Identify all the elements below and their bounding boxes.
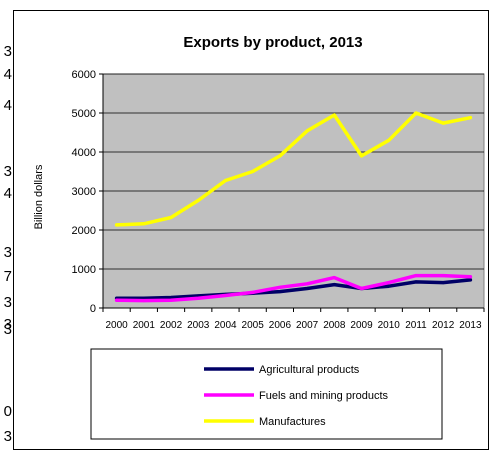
cut-off-glyph: 3 xyxy=(3,163,12,180)
data-point-fuels-and-mining-products xyxy=(414,274,418,278)
cut-off-glyph: 7 xyxy=(3,268,12,285)
data-point-manufactures xyxy=(115,223,119,227)
data-point-manufactures xyxy=(468,116,472,120)
cut-off-glyph: 3 xyxy=(3,316,12,333)
cut-off-glyph: 4 xyxy=(3,97,12,114)
cut-off-glyph: 4 xyxy=(3,66,12,83)
data-point-manufactures xyxy=(223,178,227,182)
data-point-manufactures xyxy=(278,154,282,158)
data-point-agricultural-products xyxy=(332,283,336,287)
x-axis-ticks: 2000 2001 2002 2003 2004 2005 2006 2007 2008 2009… xyxy=(102,308,485,331)
x-tick-label: 2011 xyxy=(405,320,427,331)
cut-off-glyph: 3 xyxy=(3,321,12,338)
data-point-fuels-and-mining-products xyxy=(360,287,364,290)
data-point-agricultural-products xyxy=(278,290,282,294)
data-point-fuels-and-mining-products xyxy=(387,281,391,285)
y-tick-label: 1000 xyxy=(72,264,96,276)
x-tick-label: 2013 xyxy=(459,320,482,331)
x-tick-label: 2008 xyxy=(323,320,346,331)
y-tick-label: 2000 xyxy=(72,225,96,237)
data-point-manufactures xyxy=(387,138,391,142)
x-tick-label: 2010 xyxy=(378,320,401,331)
line-chart: Exports by product, 2013 Billion dollars… xyxy=(33,34,485,440)
data-point-fuels-and-mining-products xyxy=(115,298,119,302)
y-tick-label: 4000 xyxy=(72,147,96,159)
grid-lines xyxy=(103,73,484,270)
chart-title: Exports by product, 2013 xyxy=(183,34,362,51)
data-point-agricultural-products xyxy=(387,284,391,288)
cut-off-glyph: 3 xyxy=(3,244,12,261)
data-point-fuels-and-mining-products xyxy=(251,290,255,294)
x-tick-label: 2003 xyxy=(187,320,210,331)
data-point-fuels-and-mining-products xyxy=(305,282,309,286)
legend-label-agricultural-products: Agricultural products xyxy=(259,364,360,376)
data-point-manufactures xyxy=(196,198,200,202)
cut-off-glyph: 3 xyxy=(3,294,12,311)
data-point-manufactures xyxy=(414,111,418,115)
data-point-agricultural-products xyxy=(169,295,173,299)
data-point-fuels-and-mining-products xyxy=(278,285,282,289)
legend-box xyxy=(90,348,443,440)
x-tick-label: 2007 xyxy=(296,320,319,331)
cut-off-glyph: 0 xyxy=(3,403,12,420)
data-point-manufactures xyxy=(251,170,255,173)
chart-frame: Exports by product, 2013 Billion dollars… xyxy=(13,10,489,450)
legend: Agricultural products Fuels and mining pr… xyxy=(204,364,389,428)
y-tick-label: 6000 xyxy=(72,69,96,81)
data-point-manufactures xyxy=(305,129,309,133)
cut-off-glyph: 3 xyxy=(3,43,12,60)
data-point-fuels-and-mining-products xyxy=(468,275,472,279)
y-tick-label: 3000 xyxy=(72,186,96,198)
data-point-manufactures xyxy=(332,113,336,117)
data-point-fuels-and-mining-products xyxy=(142,299,146,303)
x-tick-label: 2004 xyxy=(214,320,237,331)
series-line-agricultural-products xyxy=(114,278,473,301)
data-point-agricultural-products xyxy=(305,287,309,290)
x-tick-label: 2009 xyxy=(350,320,373,331)
x-tick-label: 2005 xyxy=(242,320,265,331)
x-tick-label: 2012 xyxy=(432,320,455,331)
data-point-manufactures xyxy=(169,216,173,220)
x-tick-label: 2002 xyxy=(160,320,183,331)
series-line-manufactures xyxy=(114,111,473,227)
data-point-manufactures xyxy=(360,154,364,158)
data-point-agricultural-products xyxy=(441,281,445,285)
data-point-agricultural-products xyxy=(468,278,472,282)
data-point-agricultural-products xyxy=(414,280,418,284)
data-point-manufactures xyxy=(441,121,445,125)
cut-off-glyph: 3 xyxy=(3,428,12,445)
cut-off-glyph: 4 xyxy=(3,185,12,202)
data-point-fuels-and-mining-products xyxy=(332,276,336,280)
data-point-fuels-and-mining-products xyxy=(441,274,445,278)
y-tick-label: 0 xyxy=(90,303,96,315)
data-point-fuels-and-mining-products xyxy=(169,298,173,302)
legend-label-fuels-and-mining-products: Fuels and mining products xyxy=(259,390,389,402)
legend-label-manufactures: Manufactures xyxy=(259,416,326,428)
x-tick-label: 2000 xyxy=(105,320,128,331)
data-point-manufactures xyxy=(142,222,146,226)
data-point-fuels-and-mining-products xyxy=(223,294,227,298)
series-lines xyxy=(114,111,473,303)
series-line-fuels-and-mining-products xyxy=(114,273,473,303)
data-point-fuels-and-mining-products xyxy=(196,296,200,300)
y-tick-label: 5000 xyxy=(72,108,96,120)
x-tick-label: 2001 xyxy=(133,320,156,331)
y-axis-label: Billion dollars xyxy=(33,164,45,229)
x-tick-label: 2006 xyxy=(269,320,292,331)
